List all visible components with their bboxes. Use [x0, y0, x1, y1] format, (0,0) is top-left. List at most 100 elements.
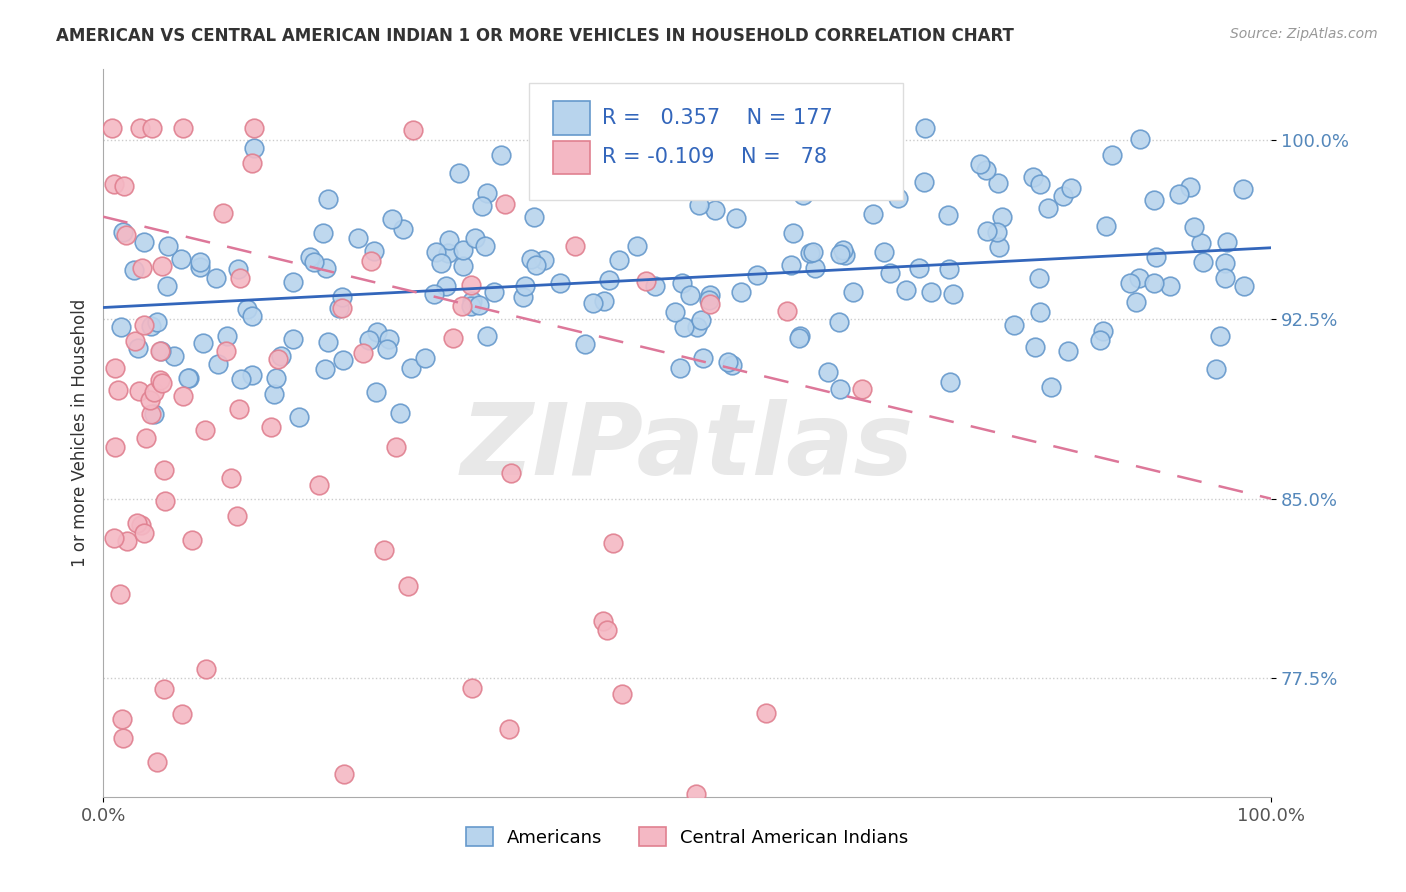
Point [827, 315, 849, 329]
Point [146, 755, 169, 769]
Point [402, 123, 425, 137]
Point [1178, 180, 1201, 194]
Point [384, 440, 406, 454]
Point [887, 191, 910, 205]
Point [111, 225, 134, 239]
Point [451, 259, 474, 273]
Point [103, 177, 125, 191]
Point [602, 535, 624, 549]
Point [464, 231, 486, 245]
Point [792, 188, 814, 202]
Point [179, 371, 201, 385]
Point [122, 262, 145, 277]
Point [422, 286, 444, 301]
Point [332, 353, 354, 368]
Point [461, 681, 484, 695]
Point [364, 384, 387, 399]
Point [330, 301, 353, 315]
Point [215, 344, 238, 359]
Point [730, 285, 752, 300]
Point [215, 329, 238, 343]
Point [111, 712, 134, 726]
Point [236, 301, 259, 316]
Point [1056, 344, 1078, 359]
Point [298, 250, 321, 264]
Point [636, 274, 658, 288]
Point [152, 463, 174, 477]
Point [191, 335, 214, 350]
Point [330, 290, 353, 304]
Point [381, 211, 404, 226]
Point [1095, 219, 1118, 233]
Point [441, 330, 464, 344]
Point [787, 331, 810, 345]
Point [155, 279, 177, 293]
Point [1101, 148, 1123, 162]
Point [596, 623, 619, 637]
Point [153, 682, 176, 697]
Point [692, 351, 714, 365]
Point [610, 687, 633, 701]
Point [598, 273, 620, 287]
Point [607, 252, 630, 267]
Point [520, 252, 543, 267]
Point [132, 318, 155, 332]
Point [498, 722, 520, 736]
Point [124, 334, 146, 348]
Point [363, 244, 385, 259]
Point [207, 357, 229, 371]
Point [1216, 235, 1239, 249]
Point [212, 206, 235, 220]
Point [333, 766, 356, 780]
Point [304, 254, 326, 268]
Point [468, 297, 491, 311]
Point [328, 301, 350, 315]
Point [430, 256, 453, 270]
Point [697, 293, 720, 307]
Point [548, 276, 571, 290]
Point [316, 334, 339, 349]
Point [685, 787, 707, 801]
Point [111, 731, 134, 745]
Point [513, 278, 536, 293]
Point [664, 304, 686, 318]
Point [155, 494, 177, 508]
Point [127, 516, 149, 530]
Point [524, 258, 547, 272]
Point [1143, 193, 1166, 207]
Point [721, 359, 744, 373]
Point [138, 392, 160, 407]
Point [1038, 201, 1060, 215]
Point [399, 361, 422, 376]
Point [717, 355, 740, 369]
Point [991, 211, 1014, 225]
Point [460, 294, 482, 309]
Point [366, 325, 388, 339]
Point [229, 271, 252, 285]
Point [149, 373, 172, 387]
Point [491, 148, 513, 162]
Point [1233, 279, 1256, 293]
Point [267, 352, 290, 367]
Point [228, 401, 250, 416]
Point [914, 121, 936, 136]
Point [263, 387, 285, 401]
Point [1029, 177, 1052, 191]
Point [146, 315, 169, 329]
Point [644, 278, 666, 293]
Point [969, 157, 991, 171]
Point [1091, 324, 1114, 338]
Point [347, 230, 370, 244]
Point [1209, 329, 1232, 343]
Point [229, 371, 252, 385]
Point [283, 332, 305, 346]
Point [873, 244, 896, 259]
Point [593, 172, 616, 186]
Point [150, 376, 173, 390]
Point [1189, 235, 1212, 250]
Point [1232, 182, 1254, 196]
Point [243, 121, 266, 136]
Point [375, 343, 398, 357]
Point [920, 285, 942, 299]
Point [132, 526, 155, 541]
